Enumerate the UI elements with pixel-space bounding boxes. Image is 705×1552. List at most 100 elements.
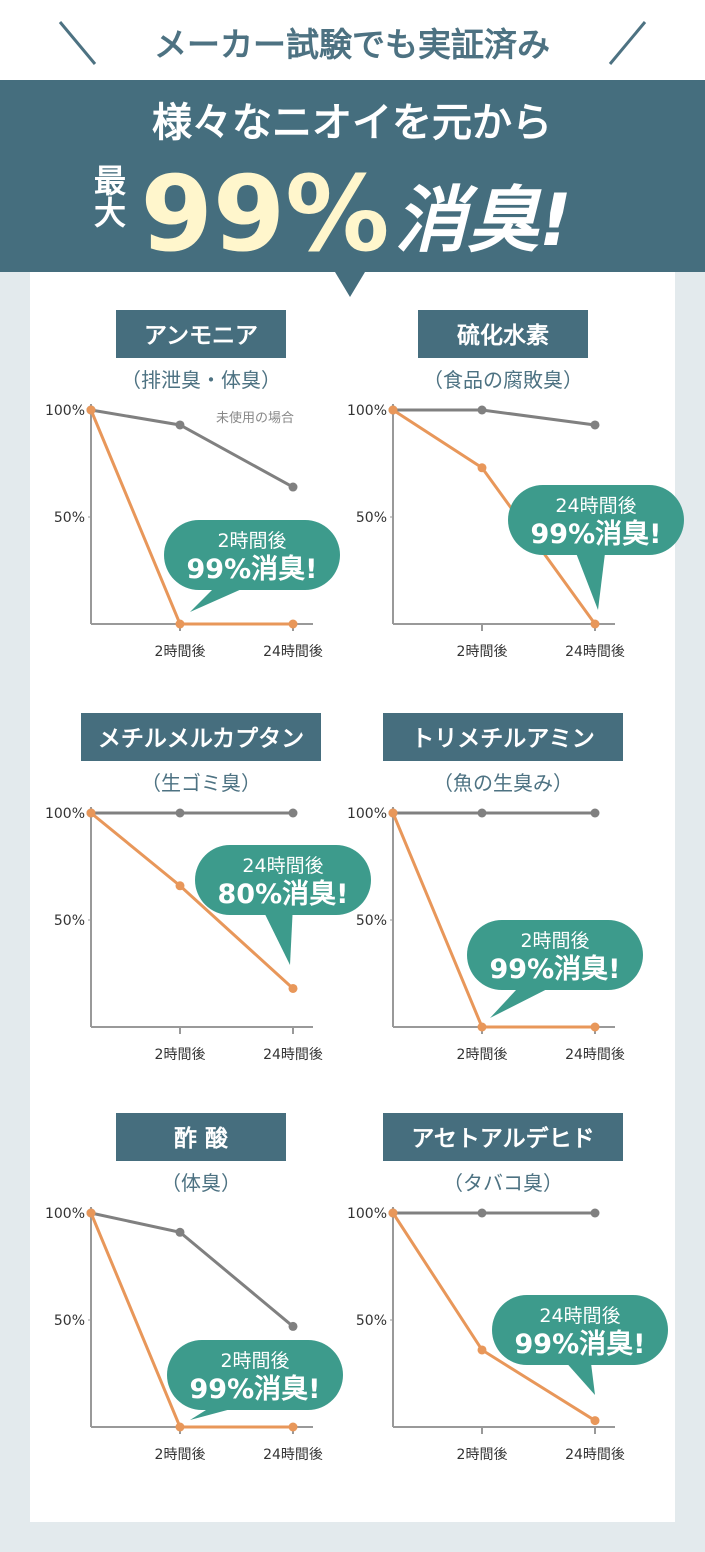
callout-time: 24時間後 [242,855,323,877]
y-tick-label: 100% [347,403,387,419]
chart-subtitle: （排泄臭・体臭） [121,368,281,392]
callout-text: 99%消臭! [531,519,662,550]
data-point [288,1422,298,1432]
x-tick-label: 2時間後 [155,1047,206,1063]
callout-text: 99%消臭! [187,554,318,585]
y-tick-label: 100% [347,1206,387,1222]
callout-time: 24時間後 [539,1305,620,1327]
chart-subtitle: （食品の腐敗臭） [423,368,583,392]
chart-subtitle: （魚の生臭み） [433,771,573,795]
chart-subtitle: （体臭） [161,1171,241,1195]
chart-title: 硫化水素 [457,322,549,349]
chart-title-box [116,310,286,358]
data-point [388,1208,398,1218]
data-point [175,1422,185,1432]
slash [58,21,97,65]
y-tick-label: 50% [54,913,85,929]
chart-subtitle: （タバコ臭） [443,1171,563,1195]
tagline: メーカー試験でも実証済み [154,25,550,64]
y-tick-label: 50% [54,510,85,526]
callout-time: 2時間後 [520,930,589,952]
chart-title: アセトアルデヒド [411,1125,594,1152]
y-tick-label: 100% [45,1206,85,1222]
x-tick-label: 24時間後 [263,1447,323,1463]
callout [492,1295,668,1365]
y-tick-label: 100% [45,403,85,419]
x-tick-label: 2時間後 [155,644,206,660]
banner [0,80,705,272]
y-tick-label: 100% [347,806,387,822]
callout-time: 2時間後 [217,530,286,552]
callout-text: 99%消臭! [490,954,621,985]
y-tick-label: 100% [45,806,85,822]
x-tick-label: 24時間後 [565,644,625,660]
callout-tail [258,900,293,965]
chart-title-box [383,1113,623,1161]
data-point [175,881,185,891]
lead: 様々なニオイを元から [152,100,552,146]
x-tick-label: 24時間後 [565,1047,625,1063]
callout-tail [571,540,606,610]
data-point [388,808,398,818]
x-tick-label: 2時間後 [155,1447,206,1463]
legend-label: 未使用の場合 [216,410,294,426]
x-tick-label: 2時間後 [457,1447,508,1463]
x-tick-label: 2時間後 [457,644,508,660]
top-band [0,0,705,80]
callout [467,920,643,990]
chart-title: 酢 酸 [174,1126,229,1152]
data-point [86,405,96,415]
data-point [477,405,487,415]
data-point [477,1208,487,1218]
chart-title-box [116,1113,286,1161]
data-point [388,405,398,415]
chart-title: トリメチルアミン [411,726,595,752]
y-tick-label: 50% [356,1313,387,1329]
data-point [288,619,298,629]
data-point [590,1022,600,1032]
data-point [590,1416,600,1426]
data-point [477,1345,487,1355]
y-tick-label: 50% [54,1313,85,1329]
callout-text: 99%消臭! [515,1329,646,1360]
callout [164,520,340,590]
data-point [590,420,600,430]
banner-pointer [335,272,365,297]
x-tick-label: 24時間後 [263,1047,323,1063]
chart-subtitle: （生ゴミ臭） [141,771,261,795]
chart-title-box [383,713,623,761]
data-point [288,482,298,492]
headline-prefix: 最大 [89,164,127,228]
x-tick-label: 24時間後 [565,1447,625,1463]
data-point [175,808,185,818]
headline-number: 99% [141,153,390,275]
y-tick-label: 50% [356,913,387,929]
x-tick-label: 2時間後 [457,1047,508,1063]
callout-time: 24時間後 [555,495,636,517]
data-point [590,1208,600,1218]
chart-title: メチルメルカプタン [98,726,304,752]
data-point [477,1022,487,1032]
callout-time: 2時間後 [220,1350,289,1372]
callout [167,1340,343,1410]
chart-title: アンモニア [144,323,258,349]
data-point [175,420,185,430]
data-point [86,1208,96,1218]
callout [195,845,371,915]
y-tick-label: 50% [356,510,387,526]
chart-title-box [81,713,321,761]
data-point [175,1227,185,1237]
data-point [477,808,487,818]
chart-title-box [418,310,588,358]
data-point [590,808,600,818]
data-point [175,619,185,629]
callout [508,485,684,555]
x-tick-label: 24時間後 [263,644,323,660]
data-point [288,983,298,993]
callout-text: 99%消臭! [190,1374,321,1405]
data-point [477,463,487,473]
data-point [86,808,96,818]
data-point [288,1321,298,1331]
callout-text: 80%消臭! [218,879,349,910]
